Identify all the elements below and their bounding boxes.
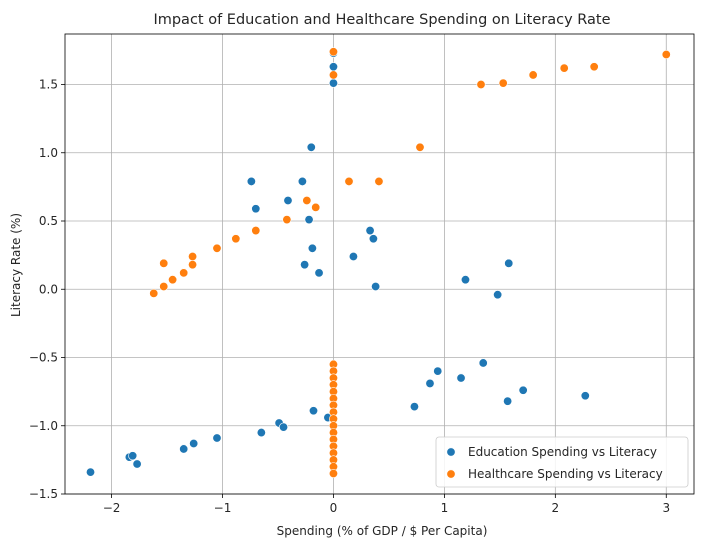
y-tick-label: 1.0 [39,146,58,160]
healthcare-point [302,196,312,206]
education-point [328,62,338,72]
chart-title: Impact of Education and Healthcare Spend… [153,12,610,28]
x-tick-label: −1 [214,501,232,515]
education-point [409,402,419,412]
education-point [128,451,138,461]
education-point [308,406,318,416]
education-point [300,260,310,270]
healthcare-point [476,80,486,90]
healthcare-point [528,70,538,80]
legend-label-healthcare: Healthcare Spending vs Literacy [468,467,663,481]
y-tick-label: −0.5 [29,351,58,365]
y-tick-label: −1.5 [29,487,58,501]
healthcare-point [282,215,292,225]
x-tick-label: 2 [552,501,560,515]
education-point [493,290,503,300]
axis-ticks: −2 −1 0 1 2 3 −1.5 −1.0 −0.5 0.0 0.5 1.0 1.5 [29,78,670,515]
healthcare-point [498,78,508,88]
healthcare-point [415,142,425,152]
healthcare-point [328,469,338,479]
education-point [503,396,513,406]
education-point [279,422,289,432]
education-point [307,243,317,253]
education-point [314,268,324,278]
education-point [328,78,338,88]
healthcare-point [231,234,241,244]
healthcare-point [311,202,321,212]
education-point [348,251,358,261]
healthcare-point [159,282,169,292]
education-point [132,459,142,469]
healthcare-point [149,288,159,298]
x-axis-label: Spending (% of GDP / $ Per Capita) [277,524,488,538]
x-tick-label: 3 [662,501,670,515]
legend: Education Spending vs Literacy Healthcar… [435,436,689,488]
education-point [212,433,222,443]
data-points [86,47,671,479]
healthcare-point [251,226,261,236]
education-point [251,204,261,214]
healthcare-point [328,70,338,80]
education-point [433,366,443,376]
education-point [460,275,470,285]
education-point [297,176,307,186]
x-tick-label: 1 [441,501,449,515]
x-tick-label: −2 [103,501,121,515]
healthcare-point [559,63,569,73]
healthcare-point [374,176,384,186]
education-point [504,258,514,268]
education-point [518,385,528,395]
education-point [189,438,199,448]
healthcare-point [188,251,198,261]
y-axis-label: Literacy Rate (%) [9,213,23,317]
education-point [368,234,378,244]
education-point [478,358,488,368]
education-point [179,444,189,454]
y-tick-label: 1.5 [39,78,58,92]
education-point [580,391,590,401]
y-tick-label: 0.0 [39,282,58,296]
education-point [425,378,435,388]
healthcare-point [589,62,599,72]
grid-lines [65,34,694,495]
healthcare-point [212,243,222,253]
legend-label-education: Education Spending vs Literacy [468,445,657,459]
healthcare-point [344,176,354,186]
education-point [371,282,381,292]
plot-frame [64,33,695,495]
healthcare-point [179,268,189,278]
healthcare-point [661,49,671,59]
legend-marker-healthcare [446,469,456,479]
healthcare-point [168,275,178,285]
x-tick-label: 0 [330,501,338,515]
education-point [283,196,293,206]
healthcare-point [159,258,169,268]
y-tick-label: −1.0 [29,419,58,433]
education-point [86,467,96,477]
healthcare-point [328,47,338,57]
education-point [306,142,316,152]
y-tick-label: 0.5 [39,214,58,228]
education-point [304,215,314,225]
healthcare-point [188,260,198,270]
education-point [456,373,466,383]
education-point [246,176,256,186]
education-point [256,428,266,438]
education-point [365,226,375,236]
legend-box [435,436,689,488]
legend-marker-education [446,447,456,457]
